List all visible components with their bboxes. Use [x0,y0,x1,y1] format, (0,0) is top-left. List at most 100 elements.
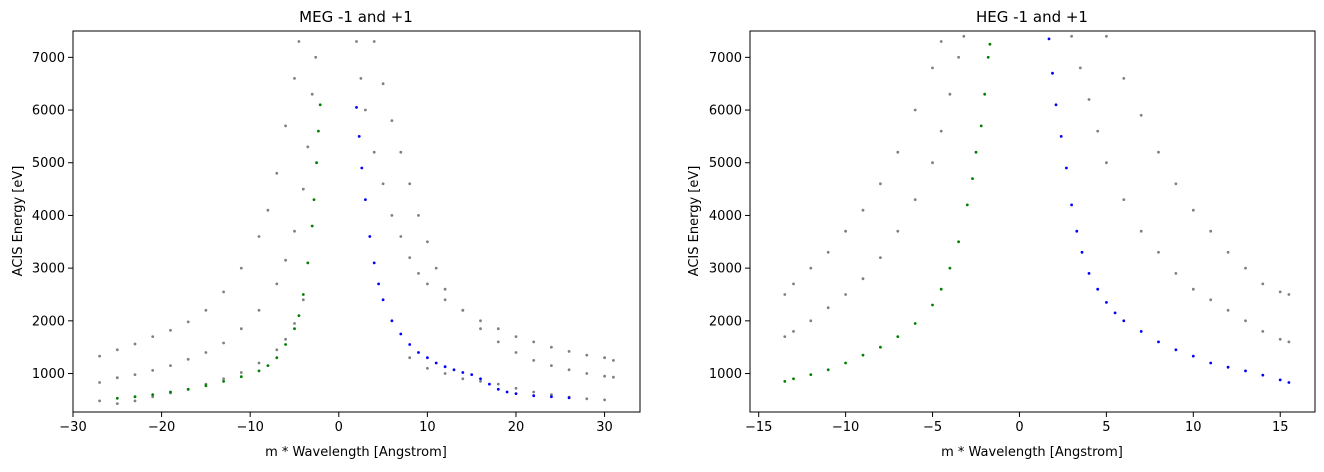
chart-title: HEG -1 and +1 [976,8,1088,26]
y-tick-label: 6000 [709,104,742,119]
data-point [426,366,429,370]
data-point [239,375,243,379]
data-point [896,335,900,338]
data-point [1070,203,1073,207]
data-point [1075,229,1079,233]
data-point [879,182,882,186]
data-point [1157,150,1160,154]
data-point [98,381,101,384]
data-point [939,129,943,133]
data-point [364,198,367,202]
data-point [115,396,119,400]
data-point [98,354,101,358]
data-point [115,348,119,352]
data-point [314,55,318,59]
data-point [479,319,482,323]
x-tick-label: 0 [1015,420,1023,435]
data-point [293,327,296,331]
data-point [1174,182,1178,186]
data-point [496,340,500,344]
data-point [417,351,420,354]
x-tick-label: 20 [508,420,525,435]
data-point [988,42,992,46]
data-point [603,398,606,402]
data-point [1287,381,1291,384]
data-point [505,390,509,394]
data-point [567,396,571,400]
data-point [239,327,243,331]
data-point [443,287,447,291]
data-point [931,161,934,165]
data-point [603,374,606,378]
x-tick-label: 0 [335,420,343,435]
data-point [612,359,615,362]
data-point [133,395,137,399]
y-tick-label: 4000 [32,209,65,224]
data-point [408,343,412,346]
data-point [514,335,518,338]
data-point [355,106,358,109]
data-point [783,380,787,383]
data-point [266,364,270,367]
data-point [603,356,606,360]
data-point [585,397,589,401]
data-point [913,108,917,112]
y-axis-label: ACIS Energy [eV] [687,166,702,277]
data-point [293,229,296,233]
data-point [913,322,917,325]
data-point [965,203,969,207]
x-tick-label: 15 [1272,420,1289,435]
data-point [1226,250,1230,254]
data-point [514,351,518,354]
y-tick-label: 7000 [32,51,65,66]
data-point [284,337,287,341]
data-point [355,40,358,43]
data-point [1078,66,1082,70]
x-axis-label: m * Wavelength [Angstrom] [941,445,1123,460]
data-point [399,332,403,336]
data-point [1157,340,1160,344]
data-point [310,224,314,228]
data-point [1191,287,1195,291]
data-point [417,272,420,275]
data-point [204,308,208,312]
data-point [417,214,420,217]
data-point [434,361,438,365]
data-point [1191,208,1195,212]
data-point [861,353,865,357]
data-point [612,375,615,379]
chart-title: MEG -1 and +1 [299,8,413,26]
data-point [443,365,447,369]
data-point [443,372,447,375]
data-point [567,350,571,353]
data-point [496,327,500,331]
data-point [1051,71,1054,75]
data-point [1209,298,1213,302]
y-tick-label: 1000 [709,367,742,382]
data-point [971,177,974,181]
data-point [1070,34,1073,38]
data-point [1226,365,1230,369]
data-point [1278,337,1282,341]
data-point [257,369,261,373]
data-point [169,364,172,367]
data-point [1105,301,1108,304]
data-point [1080,250,1084,254]
data-point [284,124,287,128]
data-point [1287,340,1291,344]
data-point [986,55,990,59]
data-point [257,361,261,365]
data-point [297,314,301,317]
data-point [372,40,376,43]
data-point [1287,293,1291,296]
data-point [368,235,372,238]
data-point [550,364,553,367]
y-tick-label: 5000 [32,156,65,171]
data-point [434,266,438,270]
data-point [357,135,361,138]
x-tick-label: −5 [923,420,942,435]
data-point [239,266,243,270]
data-point [957,55,960,59]
data-point [293,77,296,80]
